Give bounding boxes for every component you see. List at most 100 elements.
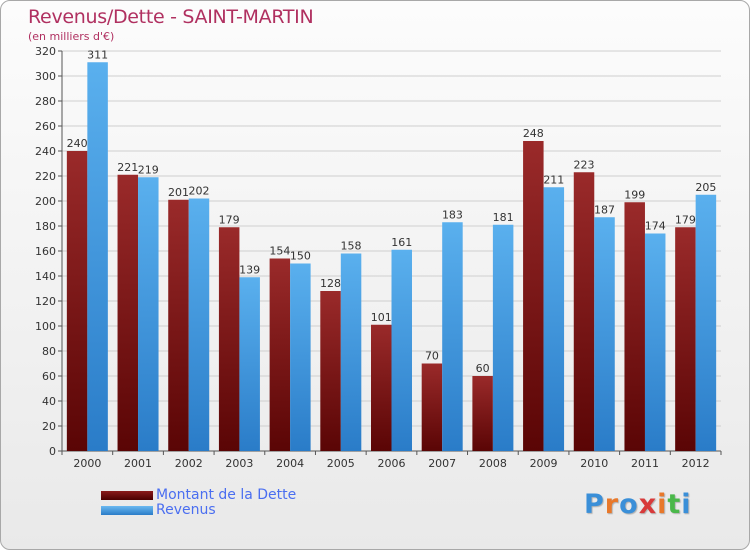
- x-tick-label: 2002: [175, 457, 203, 470]
- bar-revenus: [290, 263, 311, 451]
- bar-value-label: 139: [239, 263, 260, 276]
- bar-dette: [523, 141, 544, 451]
- bar-dette: [624, 202, 645, 451]
- bar-value-label: 248: [523, 127, 544, 140]
- bar-dette: [218, 227, 240, 451]
- logo-letter: r: [604, 489, 620, 520]
- y-tick-label: 180: [35, 220, 56, 233]
- bar-value-label: 311: [87, 48, 108, 61]
- bar-revenus: [492, 224, 514, 451]
- chart-title: Revenus/Dette - SAINT-MARTIN: [28, 6, 314, 28]
- bar-revenus: [442, 222, 463, 451]
- bar-dette: [168, 199, 189, 451]
- bar-revenus: [594, 217, 615, 451]
- legend-swatch-revenus: [101, 506, 153, 515]
- proxiti-logo: Proxiti: [584, 489, 692, 520]
- bar-revenus: [695, 194, 717, 451]
- x-tick-label: 2009: [530, 457, 558, 470]
- bar-dette: [66, 151, 88, 451]
- bar-value-label: 154: [269, 245, 290, 258]
- y-tick-label: 40: [42, 395, 56, 408]
- x-tick-label: 2004: [276, 457, 304, 470]
- x-tick-label: 2006: [378, 457, 406, 470]
- bar-revenus: [87, 62, 108, 451]
- x-tick-label: 2007: [428, 457, 456, 470]
- bar-value-label: 223: [574, 158, 595, 171]
- y-tick-label: 160: [35, 245, 56, 258]
- bar-dette: [421, 363, 443, 451]
- y-tick-label: 20: [42, 420, 56, 433]
- x-tick-label: 2011: [631, 457, 659, 470]
- y-tick-label: 300: [35, 70, 56, 83]
- bar-value-label: 179: [219, 213, 240, 226]
- y-tick-label: 60: [42, 370, 56, 383]
- x-tick-label: 2008: [479, 457, 507, 470]
- bar-dette: [117, 174, 139, 451]
- y-tick-label: 260: [35, 120, 56, 133]
- bar-value-label: 211: [543, 173, 564, 186]
- bar-dette: [573, 172, 595, 451]
- bar-dette: [371, 324, 392, 451]
- bar-value-label: 202: [188, 185, 209, 198]
- x-tick-label: 2001: [124, 457, 152, 470]
- y-tick-label: 140: [35, 270, 56, 283]
- y-tick-label: 100: [35, 320, 56, 333]
- x-tick-label: 2012: [682, 457, 710, 470]
- bar-revenus: [644, 233, 666, 451]
- logo-letter: x: [638, 489, 658, 520]
- bar-value-label: 221: [117, 161, 138, 174]
- bar-value-label: 199: [624, 188, 645, 201]
- bar-dette: [472, 376, 493, 451]
- bar-value-label: 187: [594, 203, 615, 216]
- y-tick-label: 280: [35, 95, 56, 108]
- bar-value-label: 179: [675, 213, 696, 226]
- bar-value-label: 101: [371, 311, 392, 324]
- logo-letter: i: [681, 489, 692, 520]
- y-tick-label: 80: [42, 345, 56, 358]
- x-tick-label: 2003: [225, 457, 253, 470]
- bar-value-label: 181: [493, 211, 514, 224]
- bar-value-label: 158: [341, 240, 362, 253]
- bar-revenus: [391, 249, 412, 451]
- bar-value-label: 150: [290, 250, 311, 263]
- logo-letter: P: [584, 489, 605, 520]
- bar-value-label: 60: [476, 362, 490, 375]
- bar-value-label: 70: [425, 350, 439, 363]
- chart-subtitle: (en milliers d'€): [28, 30, 115, 43]
- legend-swatch-dette: [101, 491, 153, 500]
- y-tick-label: 120: [35, 295, 56, 308]
- bar-value-label: 183: [442, 208, 463, 221]
- y-tick-label: 320: [35, 45, 56, 58]
- x-tick-label: 2000: [73, 457, 101, 470]
- x-tick-label: 2010: [580, 457, 608, 470]
- bar-dette: [675, 227, 696, 451]
- x-tick-label: 2005: [327, 457, 355, 470]
- bar-revenus: [239, 277, 260, 451]
- legend-label-revenus: Revenus: [156, 502, 216, 518]
- bar-revenus: [340, 253, 362, 451]
- bar-value-label: 205: [695, 181, 716, 194]
- logo-letter: t: [667, 489, 682, 520]
- y-tick-label: 240: [35, 145, 56, 158]
- bar-value-label: 161: [391, 236, 412, 249]
- axis-layer: 0 20 40 60 80 100 120 140 160 180 200 220 240 260 280 3…: [35, 45, 722, 470]
- logo-letter: o: [619, 489, 639, 520]
- bar-revenus: [543, 187, 565, 451]
- y-tick-label: 220: [35, 170, 56, 183]
- bar-value-label: 219: [138, 163, 159, 176]
- bar-revenus: [138, 177, 159, 451]
- legend-label-dette: Montant de la Dette: [156, 487, 297, 503]
- y-tick-label: 200: [35, 195, 56, 208]
- logo-letter: i: [657, 489, 668, 520]
- label-layer: 240 311 221 219 201 202 179 139 154 150 128 158 101 1…: [67, 48, 717, 375]
- bar-dette: [269, 258, 291, 451]
- bar-value-label: 174: [645, 220, 666, 233]
- bar-dette: [320, 291, 341, 451]
- bar-value-label: 128: [320, 277, 341, 290]
- bar-revenus: [188, 198, 210, 451]
- bar-value-label: 201: [168, 186, 189, 199]
- bar-value-label: 240: [67, 137, 88, 150]
- bar-layer: [66, 62, 717, 451]
